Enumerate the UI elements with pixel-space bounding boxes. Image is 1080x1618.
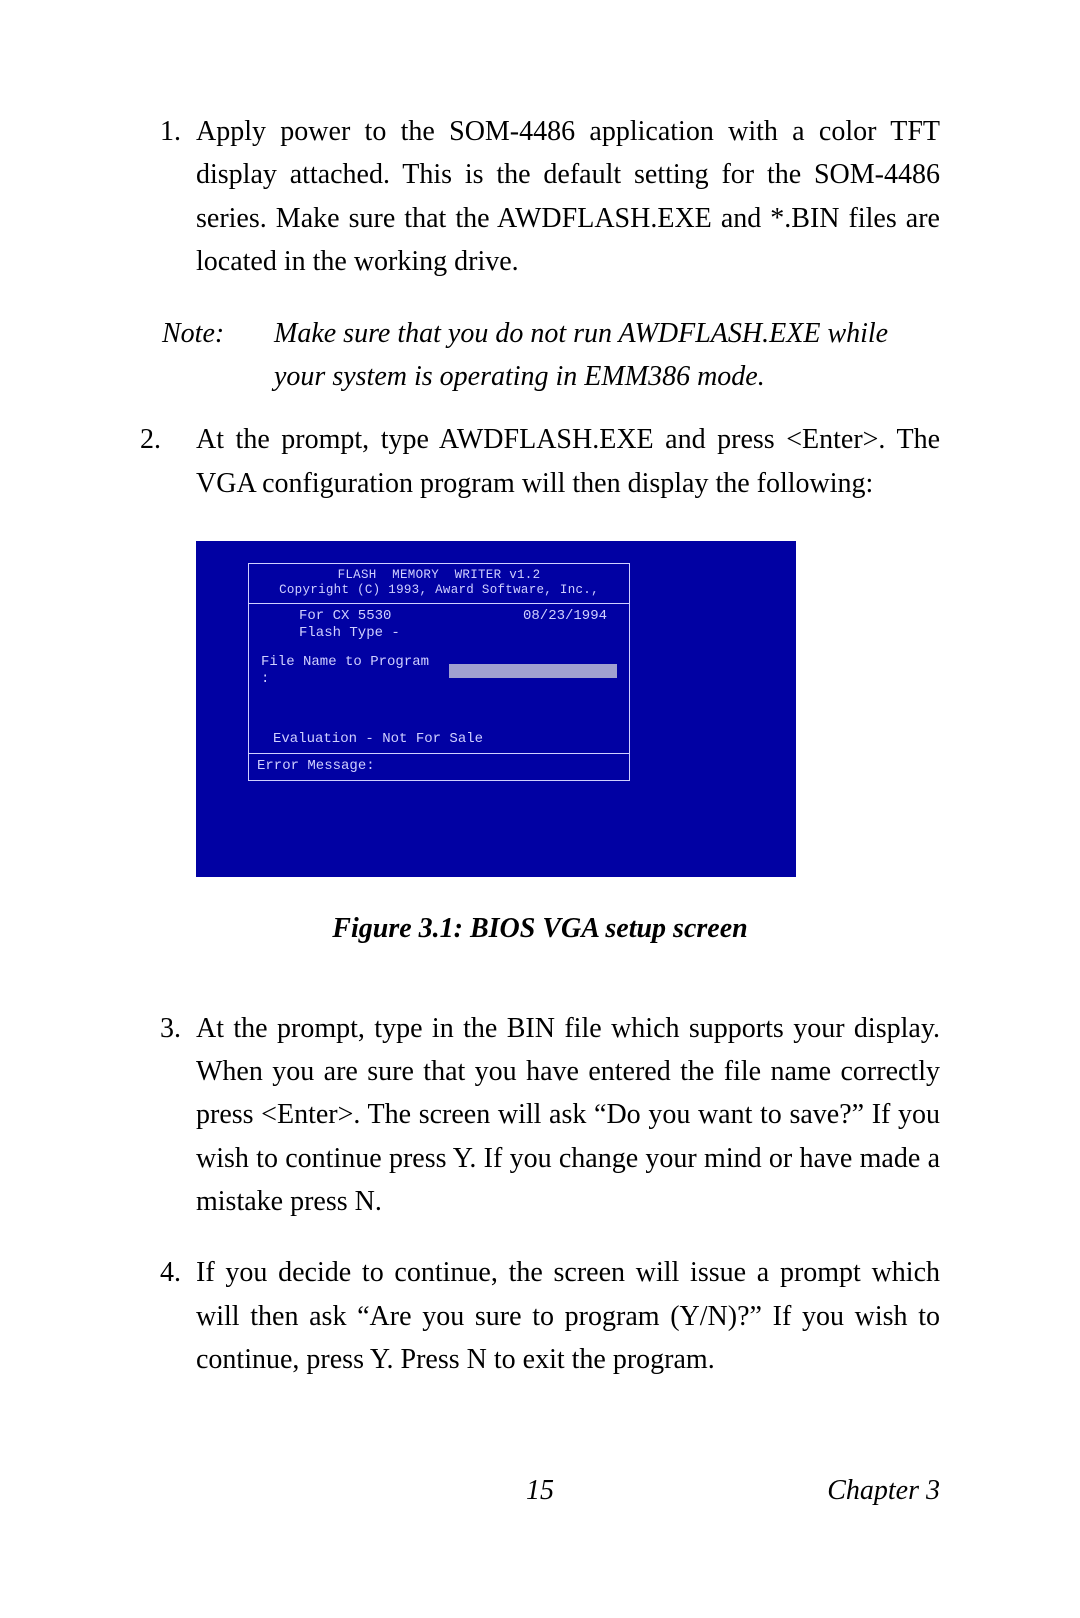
step-3-text: At the prompt, type in the BIN file whic… [196,1007,940,1224]
step-2-text: At the prompt, type AWDFLASH.EXE and pre… [196,418,940,505]
step-1-text: Apply power to the SOM-4486 application … [196,110,940,284]
bios-title-l2: Copyright (C) 1993, Award Software, Inc.… [279,583,599,597]
step-4-number: 4. [140,1251,196,1381]
step-3: 3. At the prompt, type in the BIN file w… [140,1007,940,1224]
bios-box: FLASH MEMORY WRITER v1.2 Copyright (C) 1… [248,563,630,781]
bios-date: 08/23/1994 [523,608,607,625]
figure-caption: Figure 3.1: BIOS VGA setup screen [140,907,940,950]
step-2-number: 2. [140,418,196,505]
bios-for-line: For CX 5530 [299,608,391,625]
step-4-text: If you decide to continue, the screen wi… [196,1251,940,1381]
note-label: Note: [140,312,274,399]
step-1-number: 1. [140,110,196,284]
bios-file-input [449,664,617,678]
bios-eval-text: Evaluation - Not For Sale [273,731,483,748]
step-1: 1. Apply power to the SOM-4486 applicati… [140,110,940,284]
bios-main: For CX 5530 08/23/1994 Flash Type - File… [249,604,629,754]
bios-file-label: File Name to Program : [261,654,445,688]
chapter-label: Chapter 3 [827,1469,940,1512]
bios-error-label: Error Message: [249,754,629,780]
step-4: 4. If you decide to continue, the screen… [140,1251,940,1381]
note-block: Note: Make sure that you do not run AWDF… [140,312,940,399]
bios-flash-type: Flash Type - [261,625,617,642]
step-3-number: 3. [140,1007,196,1224]
note-text: Make sure that you do not run AWDFLASH.E… [274,312,940,399]
bios-header: FLASH MEMORY WRITER v1.2 Copyright (C) 1… [249,564,629,604]
step-2: 2. At the prompt, type AWDFLASH.EXE and … [140,418,940,505]
bios-screenshot: FLASH MEMORY WRITER v1.2 Copyright (C) 1… [196,541,796,877]
page-footer: 15 Chapter 3 [140,1469,940,1512]
bios-title-l1: FLASH MEMORY WRITER v1.2 [338,568,541,582]
page-number: 15 [526,1469,554,1512]
